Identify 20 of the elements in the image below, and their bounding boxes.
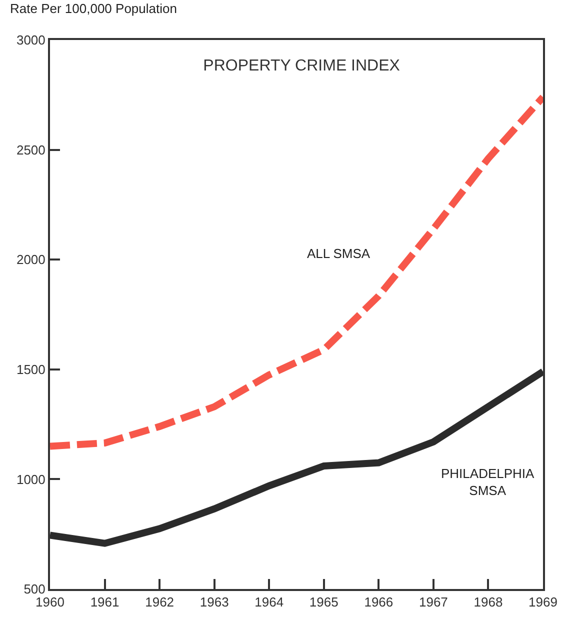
y-axis-title: Rate Per 100,000 Population <box>10 1 177 16</box>
x-tick-label: 1964 <box>254 594 284 610</box>
y-tick-label: 3000 <box>16 32 46 48</box>
text: PROPERTY CRIME INDEX <box>203 57 400 74</box>
x-tick-label: 1968 <box>474 594 503 610</box>
y-tick-label: 1000 <box>16 472 46 487</box>
y-tick-label: 1500 <box>16 362 46 377</box>
y-tick-label: 2500 <box>16 142 46 158</box>
x-tick-label: 1965 <box>309 594 338 610</box>
x-tick-label: 1962 <box>145 594 174 610</box>
y-tick-label: 2000 <box>16 252 46 268</box>
x-tick-label: 1963 <box>200 594 229 610</box>
x-tick-label: 1961 <box>90 594 120 610</box>
series-label: PHILADELPHIA SMSA <box>441 466 535 498</box>
x-tick-label: 1969 <box>528 594 558 610</box>
x-tick-label: 1960 <box>36 594 64 610</box>
x-tick-label: 1966 <box>364 594 394 610</box>
y-tick-label: 500 <box>24 582 46 597</box>
x-tick-label: 1967 <box>418 594 448 610</box>
text: ALL SMSA <box>307 246 370 261</box>
